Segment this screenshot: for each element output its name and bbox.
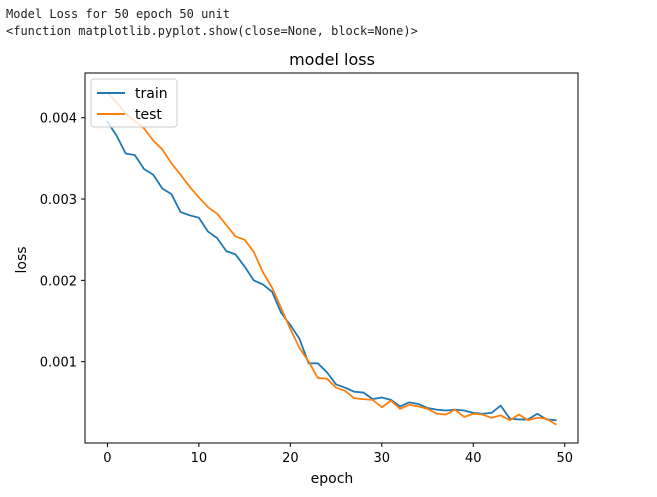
x-tick-label: 30 (374, 451, 391, 466)
y-axis-title: loss (14, 246, 30, 273)
chart-title: model loss (289, 50, 375, 69)
console-line-title: Model Loss for 50 epoch 50 unit (6, 7, 230, 21)
y-tick-label: 0.003 (40, 193, 77, 208)
y-tick-label: 0.001 (40, 356, 77, 371)
series-line-test (106, 91, 557, 426)
y-tick-label: 0.002 (40, 274, 77, 289)
console-output: Model Loss for 50 epoch 50 unit <function… (6, 6, 418, 40)
axes-frame (84, 72, 579, 444)
x-tick-label: 50 (556, 451, 573, 466)
console-line-return: <function matplotlib.pyplot.show(close=N… (6, 24, 418, 38)
x-axis-title: epoch (311, 471, 354, 487)
legend-label-test: test (135, 107, 162, 123)
plot-area: 0 10 20 30 40 50 0.001 0.002 0.003 0.004 train test (40, 72, 579, 466)
y-tick-label: 0.004 (40, 112, 77, 127)
x-tick-label: 20 (282, 451, 299, 466)
x-tick-label: 10 (191, 451, 208, 466)
legend-label-train: train (135, 86, 168, 102)
x-tick-label: 0 (103, 451, 111, 466)
x-tick-label: 40 (465, 451, 482, 466)
